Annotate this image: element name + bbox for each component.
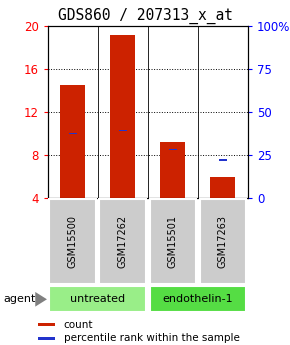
Text: GSM15501: GSM15501: [168, 215, 178, 268]
Bar: [150, 199, 196, 284]
Text: count: count: [64, 319, 93, 329]
Bar: [169, 148, 177, 150]
Bar: [69, 133, 77, 135]
Text: percentile rank within the sample: percentile rank within the sample: [64, 334, 240, 344]
Text: GSM17263: GSM17263: [218, 215, 228, 268]
Bar: [38, 323, 55, 326]
Text: agent: agent: [3, 294, 35, 304]
Text: endothelin-1: endothelin-1: [163, 294, 233, 304]
Text: GDS860 / 207313_x_at: GDS860 / 207313_x_at: [57, 8, 233, 24]
Bar: [110, 34, 135, 198]
Bar: [50, 286, 146, 313]
Text: GSM15500: GSM15500: [68, 215, 78, 268]
Bar: [99, 199, 146, 284]
Bar: [50, 199, 96, 284]
Bar: [119, 130, 127, 131]
Bar: [211, 177, 235, 198]
Bar: [200, 199, 246, 284]
Bar: [150, 286, 246, 313]
Bar: [219, 159, 227, 161]
Bar: [160, 142, 185, 198]
Bar: [38, 337, 55, 340]
Text: GSM17262: GSM17262: [118, 215, 128, 268]
Polygon shape: [35, 292, 47, 307]
Text: untreated: untreated: [70, 294, 126, 304]
Bar: [60, 85, 85, 198]
